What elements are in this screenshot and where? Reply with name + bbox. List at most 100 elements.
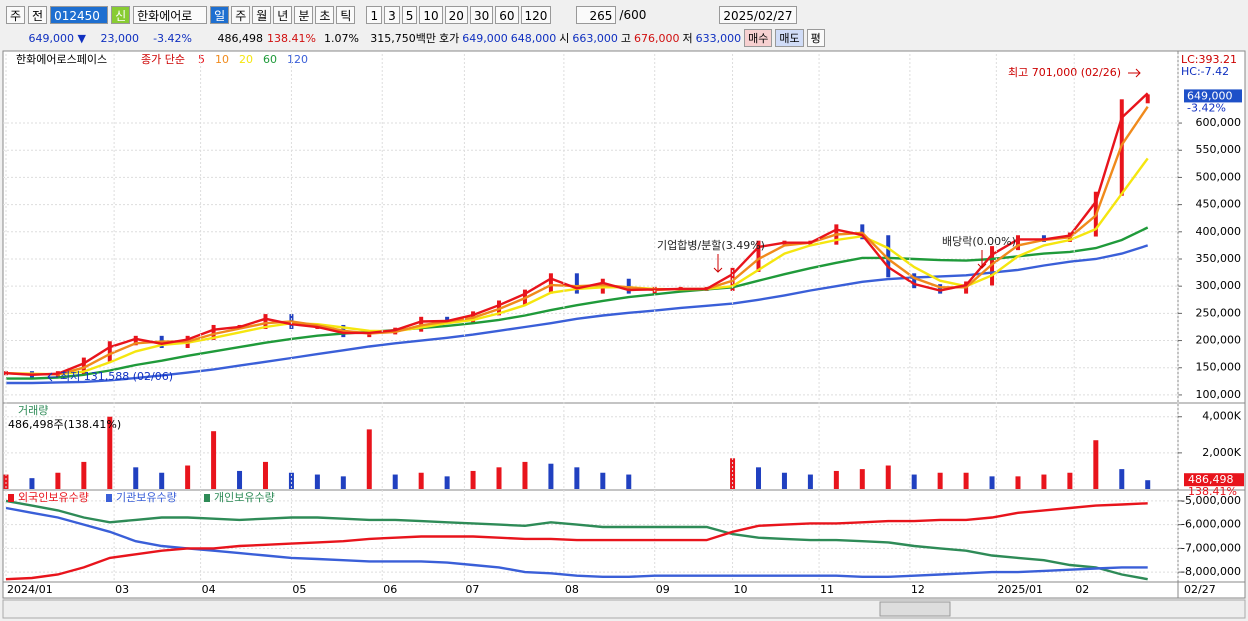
volume-bar (81, 461, 87, 489)
legend-entry: 외국인보유수량 (18, 491, 89, 504)
toolbar-button[interactable]: 일 (210, 6, 230, 24)
series-line (5, 502, 1148, 581)
candle (211, 324, 216, 340)
avg-button[interactable]: 평 (806, 29, 825, 47)
buy-button[interactable]: 매수 (744, 29, 773, 47)
toolbar-button[interactable]: 년 (273, 6, 293, 24)
toolbar-button[interactable]: 60 (495, 6, 519, 24)
volume-bar (989, 476, 995, 489)
toolbar-button[interactable]: 초 (315, 6, 335, 24)
toolbar-button[interactable]: 5 (401, 6, 418, 24)
volume-bar (626, 474, 632, 489)
x-tick-label: 08 (565, 583, 579, 596)
y-tick-label: 550,000 (1196, 143, 1242, 156)
volume-bar (392, 474, 398, 489)
volume-bar (340, 476, 346, 489)
date[interactable]: 2025/02/27 (719, 6, 797, 24)
amount: 315,750백만 (370, 32, 436, 45)
annotation: 최저 131,588 (02/06) (60, 370, 173, 383)
current-label: 649,000 (1187, 89, 1233, 102)
stock-name[interactable]: 한화에어로 (133, 6, 208, 24)
price: 649,000 ▼ (28, 31, 86, 45)
annotation: 배당락(0.00%) (942, 235, 1016, 248)
volume-bar (418, 472, 424, 489)
candle (133, 335, 138, 346)
y-tick-label: 100,000 (1196, 388, 1242, 401)
code-input[interactable]: 012450 (50, 6, 109, 24)
volume-bar (288, 472, 294, 489)
volume: 486,498 (217, 31, 264, 45)
volume-bar (133, 467, 139, 489)
candle (886, 235, 891, 278)
toolbar-button[interactable]: 3 (384, 6, 400, 24)
field[interactable]: 주 (6, 6, 26, 24)
series-line (6, 244, 1149, 385)
current-box (1184, 473, 1244, 487)
panel-title: 거래량 (18, 404, 48, 417)
legend-entry: 120 (287, 53, 308, 66)
toolbar-button[interactable]: 틱 (336, 6, 356, 24)
y-tick-label: 350,000 (1196, 252, 1242, 265)
x-tick-label: 2024/01 (7, 583, 53, 596)
toolbar-button[interactable]: 10 (419, 6, 443, 24)
series-line (6, 226, 1149, 380)
volume-bar (470, 470, 476, 489)
candle (1015, 235, 1020, 251)
volume-bar (1119, 469, 1125, 489)
x-tick-label: 11 (820, 583, 834, 596)
volume-bar (911, 474, 917, 489)
volume-bar (366, 429, 372, 489)
current-label: 486,498 (1188, 473, 1234, 486)
candle (912, 273, 917, 289)
toolbar-button[interactable]: 20 (444, 6, 468, 24)
toolbar-button[interactable]: 1 (366, 6, 383, 24)
field[interactable]: 전 (28, 6, 48, 24)
current-rate: -3.42% (1187, 101, 1226, 114)
series-line (5, 499, 1148, 581)
toolbar-button[interactable]: 120 (520, 6, 552, 24)
volume-bar (548, 463, 554, 489)
legend-entry: 기관보유수량 (116, 491, 177, 504)
toolbar-button[interactable]: 분 (294, 6, 314, 24)
volume-bar (833, 470, 839, 489)
volume-bar (55, 472, 61, 489)
y-tick-label: 200,000 (1196, 334, 1242, 347)
volume-bar (807, 474, 813, 489)
toolbar-button[interactable]: 30 (469, 6, 494, 24)
scroll-controls[interactable] (879, 601, 951, 617)
volume-bar (185, 465, 191, 489)
label: 고 (620, 32, 631, 45)
volume-rate: 138.41% (267, 31, 316, 45)
volume-bar (937, 472, 943, 489)
toolbar-button[interactable]: 주 (231, 6, 251, 24)
x-tick-label: 10 (734, 583, 748, 596)
current-rate: 138.41% (1188, 485, 1237, 498)
x-tick-label: 2025/01 (997, 583, 1043, 596)
volume-bar (29, 478, 35, 489)
volume-bar (1015, 476, 1021, 489)
x-tick-label: 05 (292, 583, 306, 596)
badge[interactable]: 신 (111, 6, 131, 24)
annotation-arrow (713, 254, 723, 273)
annotation: 최고 701,000 (02/26) (1008, 66, 1121, 79)
y-tick-label: 150,000 (1196, 361, 1242, 374)
candle (548, 273, 553, 294)
annotation-arrow (977, 250, 987, 269)
x-tick-label: 06 (383, 583, 397, 596)
legend-entry: 10 (215, 53, 229, 66)
volume-bar (522, 461, 528, 489)
low: 633,000 (695, 31, 742, 45)
legend-entry: 개인보유수량 (214, 491, 275, 504)
change: 23,000 (100, 31, 140, 45)
count[interactable]: 265 (576, 6, 617, 24)
volume-bar (781, 472, 787, 489)
label: 저 (682, 32, 693, 45)
x-tick-label: 04 (202, 583, 216, 596)
y-tick-label: -7,000,000 (1181, 541, 1241, 554)
sell-button[interactable]: 매도 (775, 29, 804, 47)
bid: 648,000 (510, 31, 557, 45)
annotation: 기업합병/분할(3.49%) (657, 239, 765, 252)
toolbar-button[interactable]: 월 (252, 6, 272, 24)
scrollbar[interactable] (2, 599, 1246, 619)
